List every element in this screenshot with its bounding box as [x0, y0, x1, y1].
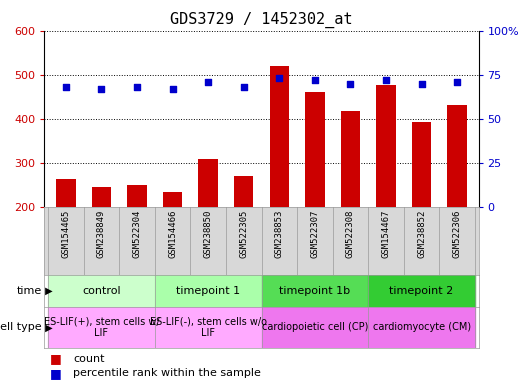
Bar	[368, 275, 475, 307]
Text: timepoint 1b: timepoint 1b	[279, 286, 350, 296]
Text: GSM522307: GSM522307	[310, 209, 320, 258]
Bar	[48, 275, 155, 307]
Bar	[92, 187, 111, 207]
Point	[133, 84, 141, 90]
Point	[382, 77, 390, 83]
Point	[275, 75, 283, 81]
Text: GSM154465: GSM154465	[61, 209, 70, 258]
Bar	[376, 84, 396, 207]
Text: GSM154467: GSM154467	[382, 209, 391, 258]
Text: count: count	[73, 354, 105, 364]
Text: time: time	[17, 286, 42, 296]
Bar	[368, 307, 475, 348]
Text: ES-LIF(-), stem cells w/o
LIF: ES-LIF(-), stem cells w/o LIF	[150, 316, 267, 338]
Text: timepoint 1: timepoint 1	[176, 286, 240, 296]
Point	[97, 86, 106, 92]
Bar	[198, 159, 218, 207]
Bar	[56, 179, 76, 207]
Bar	[48, 307, 155, 348]
Text: percentile rank within the sample: percentile rank within the sample	[73, 368, 261, 378]
Text: timepoint 2: timepoint 2	[390, 286, 454, 296]
Text: GSM238852: GSM238852	[417, 209, 426, 258]
Bar	[262, 275, 368, 307]
Text: cell type: cell type	[0, 322, 42, 333]
Point	[453, 79, 461, 85]
Bar	[127, 185, 147, 207]
Point	[204, 79, 212, 85]
Point	[346, 81, 355, 87]
Bar	[447, 105, 467, 207]
Text: GSM522305: GSM522305	[239, 209, 248, 258]
Text: control: control	[82, 286, 121, 296]
Bar	[155, 307, 262, 348]
Bar	[155, 275, 262, 307]
Text: ■: ■	[50, 367, 65, 380]
Point	[311, 77, 319, 83]
Point	[168, 86, 177, 92]
Bar	[163, 192, 183, 207]
Text: GSM238853: GSM238853	[275, 209, 284, 258]
Point	[240, 84, 248, 90]
Bar	[234, 177, 254, 207]
Text: ▶: ▶	[42, 286, 52, 296]
Text: GSM238849: GSM238849	[97, 209, 106, 258]
Text: ■: ■	[50, 353, 65, 366]
Bar	[340, 111, 360, 207]
Bar	[412, 122, 431, 207]
Text: cardiopoietic cell (CP): cardiopoietic cell (CP)	[262, 322, 368, 333]
Text: ▶: ▶	[42, 322, 52, 333]
Text: GSM522308: GSM522308	[346, 209, 355, 258]
Bar	[262, 307, 368, 348]
Text: ES-LIF(+), stem cells w/
LIF: ES-LIF(+), stem cells w/ LIF	[43, 316, 159, 338]
Text: GSM238850: GSM238850	[203, 209, 213, 258]
Text: GDS3729 / 1452302_at: GDS3729 / 1452302_at	[170, 12, 353, 28]
Point	[62, 84, 70, 90]
Text: cardiomyocyte (CM): cardiomyocyte (CM)	[372, 322, 471, 333]
Bar	[269, 66, 289, 207]
Point	[417, 81, 426, 87]
Text: GSM522306: GSM522306	[453, 209, 462, 258]
Bar	[305, 92, 325, 207]
Text: GSM154466: GSM154466	[168, 209, 177, 258]
Text: GSM522304: GSM522304	[132, 209, 141, 258]
